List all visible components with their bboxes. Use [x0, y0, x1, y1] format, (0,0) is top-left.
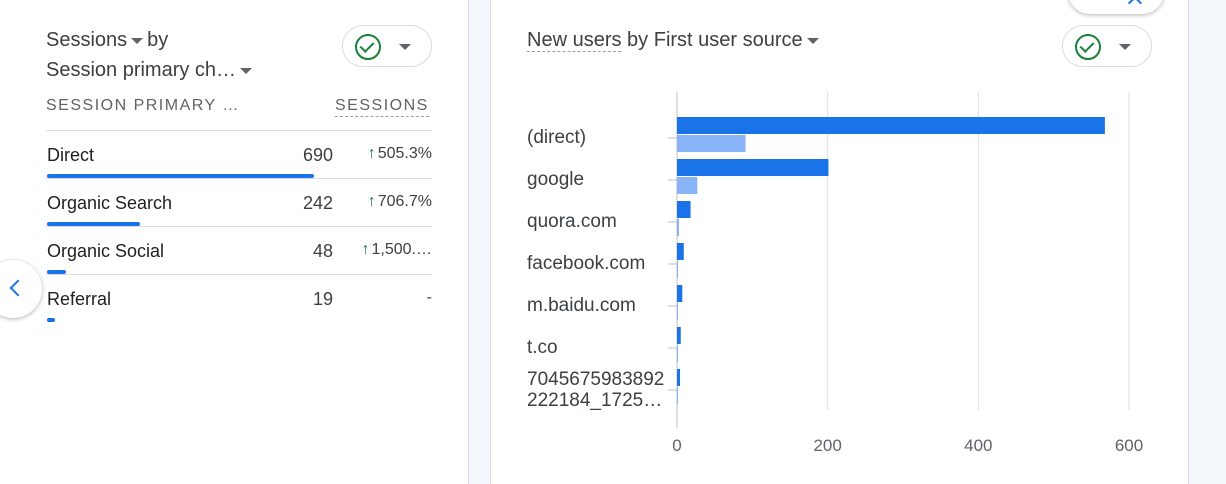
metric-picker[interactable]: Sessions — [46, 29, 147, 51]
dimension-dropdown-icon — [240, 67, 253, 74]
chevron-down-icon — [1119, 44, 1131, 50]
share-bar — [47, 222, 140, 226]
channel-name: Organic Social — [47, 241, 165, 261]
metric-new-users[interactable]: New users — [527, 29, 622, 52]
sessions-value: 242 — [302, 193, 333, 213]
dimension-dropdown-icon — [806, 37, 819, 44]
change-percent: - — [426, 289, 432, 306]
arrow-up-icon: ↑ — [367, 145, 376, 162]
channel-name: Organic Search — [47, 193, 173, 213]
change-percent: ↑ 505.3% — [367, 145, 432, 162]
channel-name: Direct — [47, 145, 95, 165]
table-row[interactable]: Referral 19 - — [46, 274, 432, 322]
next-card-button[interactable] — [1068, 0, 1164, 14]
change-percent: ↑ 706.7% — [367, 193, 432, 210]
share-bar — [47, 174, 314, 178]
metric-dropdown-icon — [131, 37, 144, 44]
column-header-dimension: SESSION PRIMARY … — [46, 97, 240, 114]
channel-name: Referral — [47, 289, 112, 309]
table-row[interactable]: Organic Search 242 ↑ 706.7% — [46, 178, 432, 226]
chevron-down-icon — [399, 44, 411, 50]
check-circle-icon — [1075, 34, 1101, 60]
change-percent: ↑ 1,500.… — [361, 241, 432, 258]
sessions-card-status-button[interactable] — [342, 25, 432, 67]
dimension-picker[interactable]: Session primary ch… — [46, 59, 256, 81]
sessions-value: 48 — [312, 241, 333, 261]
arrow-up-icon: ↑ — [361, 241, 370, 258]
new-users-card-title: New users by First user source — [527, 25, 823, 55]
arrow-up-icon: ↑ — [367, 193, 376, 210]
table-row[interactable]: Direct 690 ↑ 505.3% — [46, 130, 432, 178]
chevron-left-icon — [9, 279, 27, 297]
dimension-picker-source[interactable]: First user source — [654, 29, 823, 51]
check-circle-icon — [355, 34, 381, 60]
share-bar — [47, 318, 55, 322]
sessions-card-title: Sessions by Session primary ch… — [46, 25, 256, 85]
title-by-text: by — [147, 29, 169, 51]
table-row[interactable]: Organic Social 48 ↑ 1,500.… — [46, 226, 432, 274]
new-users-card-status-button[interactable] — [1062, 25, 1152, 67]
column-header-sessions[interactable]: SESSIONS — [335, 96, 429, 117]
share-bar — [47, 270, 66, 274]
title-by-text: by — [627, 29, 649, 51]
sessions-value: 19 — [312, 289, 333, 309]
new-users-card: New users by First user source — [490, 0, 1189, 484]
sessions-value: 690 — [302, 145, 333, 165]
sessions-card: Sessions by Session primary ch… SESSION P… — [0, 0, 469, 484]
